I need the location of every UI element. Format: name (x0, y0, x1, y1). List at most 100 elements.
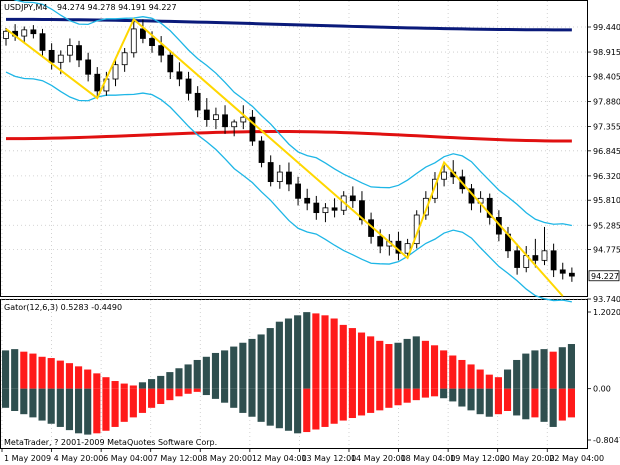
gator-bar-up (348, 328, 356, 389)
candle-bear (140, 28, 146, 39)
time-tick-label: 8 May 20:00 (202, 454, 252, 463)
gator-bar-down (129, 388, 137, 418)
gator-bar-up (184, 364, 192, 389)
gator-bar-down (111, 388, 119, 427)
gator-bar-down (567, 388, 575, 418)
candle-bear (258, 140, 265, 163)
candle-bear (30, 29, 37, 35)
gator-bar-up (558, 347, 566, 389)
candle-bull (541, 250, 548, 261)
time-axis: 1 May 2009 4 May 20:00 6 May 04:00 7 May 12… (1, 448, 604, 463)
candle-bear (203, 109, 210, 120)
gator-bar-up (29, 353, 37, 389)
candle-bear (514, 250, 521, 268)
gator-bar-up (56, 360, 64, 389)
gator-bar-down (221, 388, 229, 403)
gator-bar-up (339, 324, 347, 389)
candle-bear (359, 200, 365, 221)
gator-bar-down (138, 388, 147, 413)
time-tick-label: 14 May 20:00 (351, 454, 406, 463)
gator-bar-up (385, 344, 393, 389)
gator-bar-down (449, 388, 457, 402)
gator-tick-label: 0.00 (593, 385, 611, 394)
gator-bar-up (449, 355, 457, 389)
time-tick-label: 20 May 20:00 (500, 454, 555, 463)
gator-bar-down (184, 388, 192, 394)
gator-bar-down (29, 388, 37, 418)
gator-bar-up (513, 359, 521, 389)
gator-bar-up (221, 350, 229, 389)
gator-bar-up (47, 358, 55, 389)
main-header: USDJPY,M4 94.274 94.278 94.191 94.227 (4, 3, 177, 12)
gator-bar-down (421, 388, 429, 398)
gator-bar-up (421, 340, 429, 389)
upper-band (13, 0, 572, 227)
gator-bar-down (120, 388, 128, 422)
gator-bar-up (75, 366, 83, 389)
candle-bear (85, 59, 92, 75)
candle-bull (121, 52, 128, 66)
gator-bar-up (321, 315, 329, 389)
gator-bar-down (211, 388, 220, 399)
gator-bars (2, 312, 575, 435)
candle-bear (249, 116, 256, 142)
gator-bar-down (2, 388, 10, 408)
gator-bar-down (102, 388, 110, 431)
gator-bar-up (531, 350, 539, 389)
gator-bar-down (193, 388, 201, 392)
gator-bar-down (303, 388, 311, 433)
gator-bar-down (148, 388, 156, 408)
price-tick-label: 97.880 (593, 97, 620, 106)
candle-bull (441, 171, 447, 180)
gator-bar-down (348, 388, 356, 419)
gator-bar-up (394, 342, 402, 389)
gator-bar-up (211, 352, 220, 389)
gator-bar-up (102, 377, 110, 389)
gator-bar-down (321, 388, 329, 427)
price-tick-label: 94.775 (593, 246, 620, 255)
gator-bar-up (430, 345, 439, 389)
candle-bull (276, 171, 283, 183)
candle-bear (568, 272, 575, 277)
gator-bar-up (239, 342, 247, 389)
gator-bar-down (394, 388, 402, 406)
candle-bear (94, 73, 101, 92)
candle-bull (322, 207, 329, 214)
candle-bear (48, 49, 55, 63)
time-tick-label: 22 May 04:00 (549, 454, 604, 463)
gator-bar-up (567, 344, 575, 389)
gator-bar-down (357, 388, 366, 416)
gator-bar-down (330, 388, 338, 424)
price-tick-label: 93.740 (593, 295, 620, 304)
candle-bull (404, 243, 411, 254)
candle-bull (422, 197, 429, 216)
candle-bear (331, 207, 338, 211)
gator-bar-down (540, 388, 548, 422)
time-tick-label: 4 May 20:00 (54, 454, 104, 463)
gator-bar-down (430, 388, 439, 397)
gator-bar-up (549, 351, 557, 389)
gator-header: Gator(12,6,3) 0.5283 -0.4490 (4, 303, 122, 312)
candle-bull (3, 30, 9, 39)
gator-bar-up (522, 353, 530, 389)
price-tick-label: 96.845 (593, 147, 620, 156)
gator-bar-down (503, 388, 512, 411)
gator-bar-down (93, 388, 101, 434)
lower-band (5, 71, 572, 303)
gator-bar-up (248, 338, 256, 389)
gator-bar-down (494, 388, 502, 415)
ma-slow-line (5, 130, 572, 143)
candle-bear (167, 54, 174, 73)
candle-bear (39, 33, 46, 51)
gator-bar-up (129, 385, 137, 389)
zigzag-line (5, 17, 564, 297)
price-axis: 99.440 98.915 98.405 97.880 97.355 96.845 96.3… (587, 23, 620, 304)
gator-bar-up (166, 372, 174, 389)
gator-bar-up (84, 369, 92, 389)
candle-bull (240, 116, 247, 123)
gator-bar-up (202, 356, 210, 389)
price-tick-label: 95.810 (593, 196, 620, 205)
candle-bear (486, 197, 493, 218)
gator-bar-up (120, 383, 128, 389)
